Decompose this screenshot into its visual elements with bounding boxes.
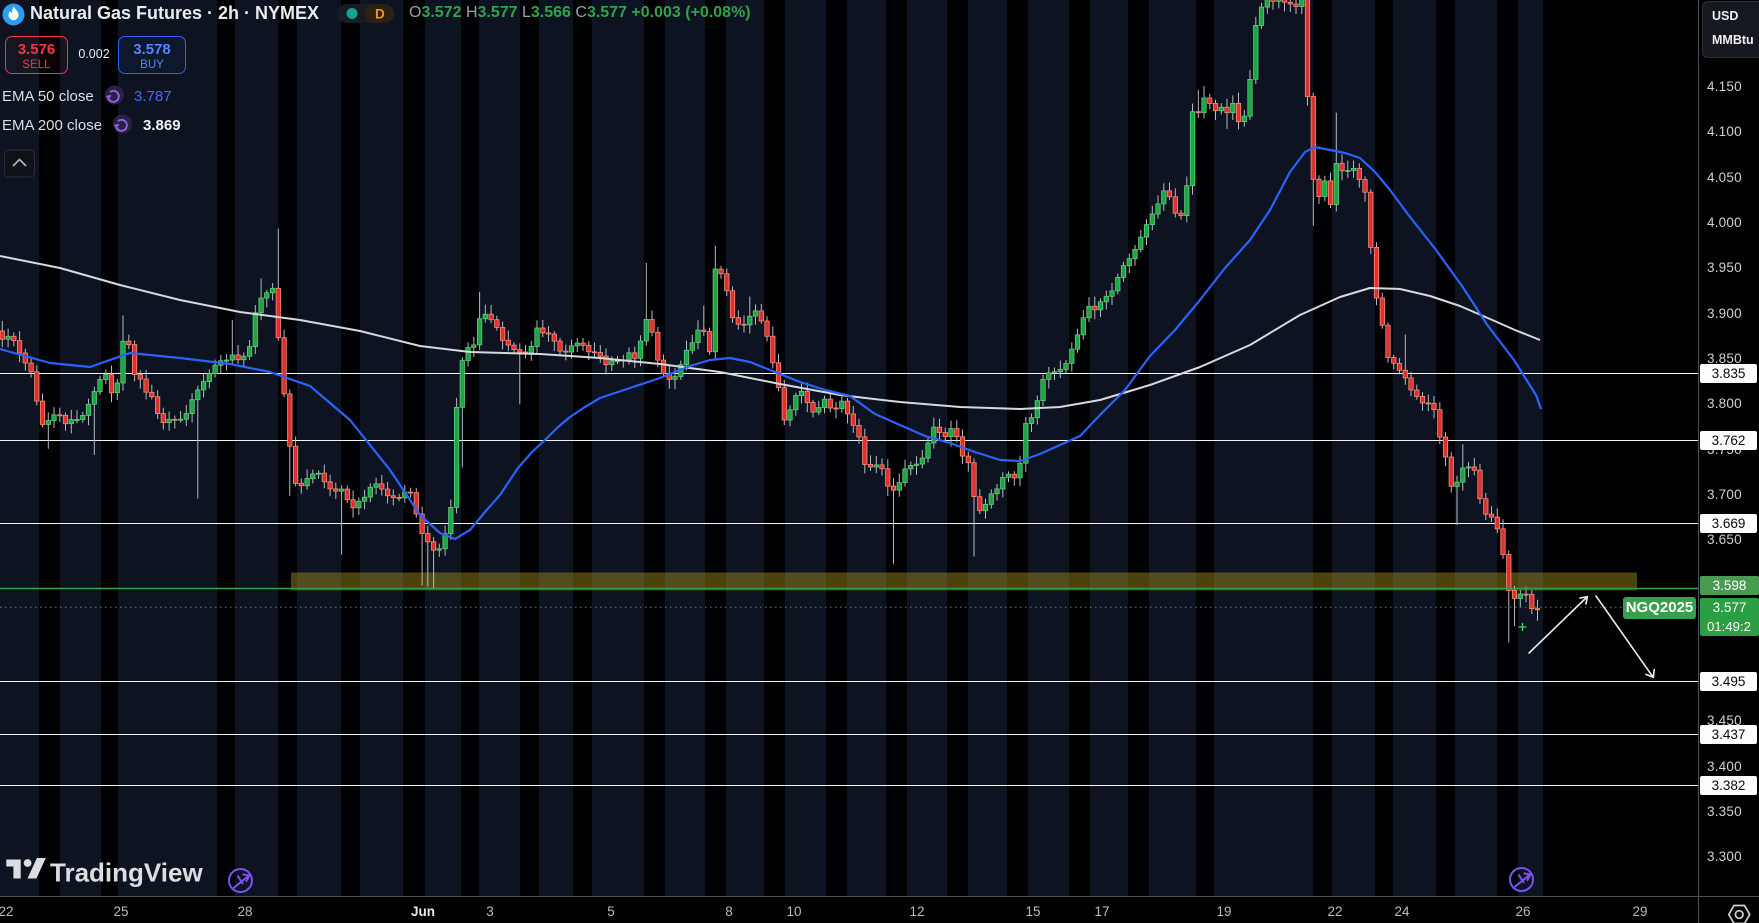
svg-text:TradingView: TradingView (50, 858, 203, 888)
svg-text:D: D (375, 7, 385, 22)
